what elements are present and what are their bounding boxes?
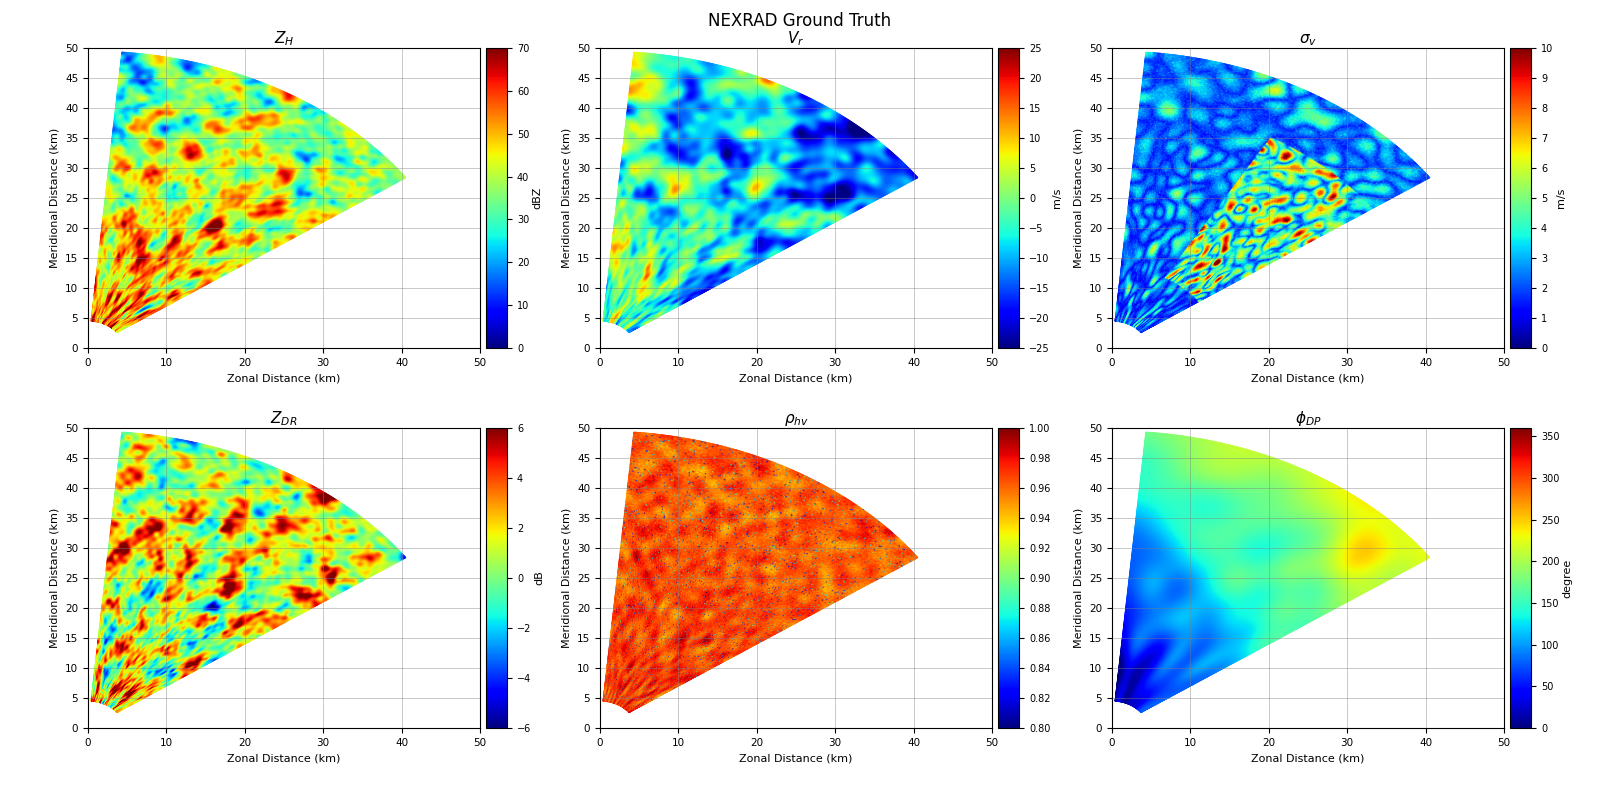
Y-axis label: Meridional Distance (km): Meridional Distance (km) (50, 508, 59, 648)
X-axis label: Zonal Distance (km): Zonal Distance (km) (1251, 754, 1365, 763)
X-axis label: Zonal Distance (km): Zonal Distance (km) (739, 374, 853, 383)
X-axis label: Zonal Distance (km): Zonal Distance (km) (227, 374, 341, 383)
Y-axis label: dB: dB (534, 570, 544, 586)
Title: $Z_H$: $Z_H$ (274, 30, 294, 48)
Y-axis label: Meridional Distance (km): Meridional Distance (km) (1074, 508, 1083, 648)
Y-axis label: degree: degree (1562, 558, 1573, 598)
Title: $\rho_{hv}$: $\rho_{hv}$ (784, 412, 808, 428)
Y-axis label: m/s: m/s (1555, 188, 1566, 208)
Y-axis label: Meridional Distance (km): Meridional Distance (km) (50, 128, 59, 268)
Y-axis label: Meridional Distance (km): Meridional Distance (km) (562, 508, 571, 648)
X-axis label: Zonal Distance (km): Zonal Distance (km) (739, 754, 853, 763)
Y-axis label: m/s: m/s (1053, 188, 1062, 208)
X-axis label: Zonal Distance (km): Zonal Distance (km) (227, 754, 341, 763)
Title: $\sigma_v$: $\sigma_v$ (1299, 32, 1317, 48)
Y-axis label: Meridional Distance (km): Meridional Distance (km) (1074, 128, 1083, 268)
Title: $Z_{DR}$: $Z_{DR}$ (270, 410, 298, 428)
Y-axis label: Meridional Distance (km): Meridional Distance (km) (562, 128, 571, 268)
Title: $\phi_{DP}$: $\phi_{DP}$ (1294, 409, 1322, 428)
Y-axis label: dBZ: dBZ (533, 187, 542, 209)
Text: NEXRAD Ground Truth: NEXRAD Ground Truth (709, 12, 891, 30)
X-axis label: Zonal Distance (km): Zonal Distance (km) (1251, 374, 1365, 383)
Title: $V_r$: $V_r$ (787, 30, 805, 48)
